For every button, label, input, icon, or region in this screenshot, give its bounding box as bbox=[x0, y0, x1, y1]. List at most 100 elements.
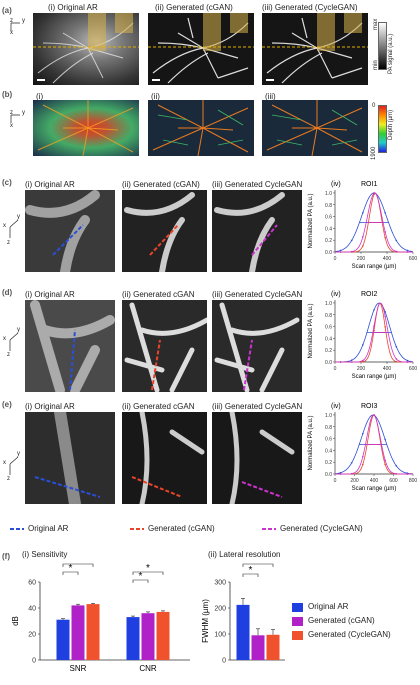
profile-point bbox=[406, 249, 409, 252]
panel-label-a: (a) bbox=[2, 6, 12, 15]
axis-arrows-b bbox=[10, 114, 20, 123]
profile-point bbox=[339, 361, 342, 363]
profile-point bbox=[395, 472, 398, 475]
profile-ytick-label: 0.8 bbox=[325, 313, 332, 319]
sensitivity-significance: **** bbox=[62, 560, 164, 583]
axis-x-a: x bbox=[10, 30, 13, 36]
legend-swatch-cgan bbox=[292, 616, 303, 626]
resolution-chart-ytick-label: 300 bbox=[214, 580, 226, 587]
title-d-i: (i) Original AR bbox=[25, 290, 75, 299]
profile-ytick-label: 0.2 bbox=[325, 460, 332, 466]
sensitivity-chart-bar-cnr-0 bbox=[126, 617, 140, 660]
profile-plot-3: (iv) ROI3 0.0 0.2 0.4 0.6 0.8 1.0 0 200 400 600 800 S… bbox=[308, 403, 417, 492]
profile-plot-2: (iv) ROI2 0.0 0.2 0.4 0.6 0.8 1.0 0 200 400 600 Scan… bbox=[308, 291, 417, 380]
title-e-iii: (iii) Generated CycleGAN bbox=[212, 402, 303, 411]
profile-ytick-label: 0.4 bbox=[325, 336, 332, 342]
significance-bracket bbox=[242, 573, 259, 577]
profile-point bbox=[350, 472, 353, 475]
profile-point bbox=[362, 463, 364, 466]
profile-point bbox=[395, 358, 398, 360]
profile-point bbox=[362, 211, 364, 214]
profile-ytick-label: 0.6 bbox=[325, 215, 332, 221]
image-e-cyclegan bbox=[212, 412, 302, 504]
profile-point bbox=[373, 309, 375, 311]
axis-y-d: y bbox=[17, 327, 20, 333]
sensitivity-chart-bar-cnr-1 bbox=[141, 613, 155, 660]
significance-bracket bbox=[132, 579, 149, 583]
profile-point bbox=[362, 245, 364, 247]
profile-point bbox=[339, 473, 342, 475]
profile-point bbox=[384, 326, 386, 328]
profile-ytick-label: 1.0 bbox=[325, 191, 332, 197]
profile-ytick-label: 0.0 bbox=[325, 250, 332, 256]
profile-point bbox=[384, 315, 386, 318]
profile-point bbox=[362, 236, 364, 238]
legend-line-label-cyclegan: Generated (CycleGAN) bbox=[280, 524, 363, 533]
profile-xtick-label: 800 bbox=[409, 478, 418, 484]
profile-point bbox=[384, 311, 386, 313]
resolution-chart-bar--1 bbox=[251, 635, 265, 660]
axis-y-a: y bbox=[22, 18, 25, 24]
panel-label-b: (b) bbox=[2, 90, 13, 99]
sensitivity-chart: 0 20 40 60 dB SNR CNR bbox=[11, 580, 190, 673]
profile-point bbox=[362, 360, 364, 363]
image-b-original bbox=[33, 100, 139, 156]
profile-ytick-label: 0.8 bbox=[325, 425, 332, 431]
panel-label-d: (d) bbox=[2, 288, 13, 297]
profile-xtick-label: 200 bbox=[350, 478, 359, 484]
axis-z-a: z bbox=[10, 18, 13, 24]
profile-ylabel: Normalized PA (a.u.) bbox=[308, 304, 314, 359]
profile-point bbox=[395, 345, 398, 348]
profile-xtick-label: 400 bbox=[383, 256, 392, 262]
colorbar-a-min: min bbox=[373, 60, 379, 70]
sensitivity-chart-category-cnr: CNR bbox=[139, 664, 157, 673]
profile-xtick-label: 200 bbox=[357, 366, 366, 372]
profile-ytick-label: 0.6 bbox=[325, 325, 332, 331]
image-c-original bbox=[25, 190, 115, 272]
title-e-ii: (ii) Generated cGAN bbox=[122, 402, 195, 411]
profile-xlabel: Scan range (µm) bbox=[352, 486, 397, 492]
profile-title-1: (iv) bbox=[331, 181, 341, 188]
profile-point bbox=[339, 249, 342, 252]
significance-star: * bbox=[139, 571, 143, 582]
profile-ytick-label: 0.0 bbox=[325, 472, 332, 478]
panel-label-f: (f) bbox=[2, 552, 10, 561]
title-f-ii: (ii) Lateral resolution bbox=[208, 550, 281, 559]
resolution-chart: 0 100 200 300 FWHM (µm) bbox=[201, 580, 285, 665]
profile-xtick-label: 600 bbox=[389, 478, 398, 484]
sensitivity-chart-bar-snr-0 bbox=[56, 619, 70, 660]
profile-point bbox=[384, 231, 386, 233]
profile-ytick-label: 1.0 bbox=[325, 413, 332, 419]
axis-arrows-d bbox=[9, 332, 19, 351]
profile-point bbox=[373, 414, 375, 416]
sensitivity-chart-ytick-label: 20 bbox=[28, 632, 36, 639]
sensitivity-chart-ytick-label: 0 bbox=[32, 658, 36, 665]
profile-xtick-label: 400 bbox=[383, 366, 392, 372]
title-c-iii: (iii) Generated CycleGAN bbox=[212, 180, 303, 189]
axis-z-b: z bbox=[10, 110, 13, 116]
significance-star: * bbox=[146, 563, 150, 574]
colorbar-b-top: 0 bbox=[372, 103, 376, 109]
profile-point bbox=[350, 461, 353, 464]
profile-point bbox=[384, 438, 386, 441]
profile-point bbox=[350, 250, 353, 253]
profile-point bbox=[362, 455, 364, 458]
profile-point bbox=[395, 239, 398, 242]
significance-bracket bbox=[132, 571, 164, 575]
sensitivity-chart-ytick-label: 40 bbox=[28, 606, 36, 613]
image-c-cyclegan bbox=[212, 190, 302, 272]
line-legend bbox=[10, 528, 276, 530]
profile-xtick-label: 0 bbox=[334, 256, 337, 262]
legend-bar-cgan: Generated (cGAN) bbox=[308, 616, 375, 625]
resolution-chart-bar--0 bbox=[236, 604, 250, 660]
profile-point bbox=[350, 361, 353, 363]
profile-xtick-label: 400 bbox=[370, 478, 379, 484]
significance-star: * bbox=[249, 565, 253, 576]
profile-point bbox=[395, 360, 398, 363]
bar-legend: Original AR Generated (cGAN) Generated (… bbox=[292, 600, 391, 642]
profile-point bbox=[406, 361, 409, 363]
title-a-i: (i) Original AR bbox=[48, 3, 98, 12]
title-d-iii: (iii) Generated CycleGAN bbox=[212, 290, 303, 299]
significance-bracket bbox=[242, 563, 274, 567]
